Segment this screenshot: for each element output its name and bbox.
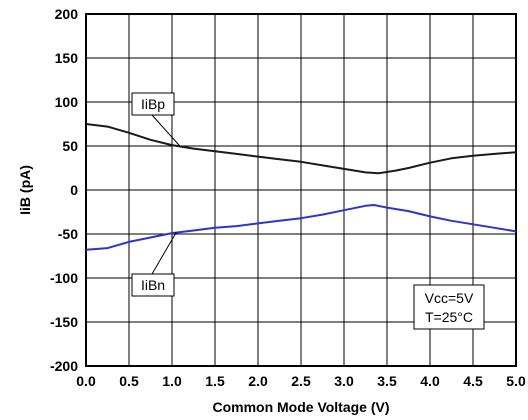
y-tick-label: 50 xyxy=(62,138,78,154)
y-tick-label: 200 xyxy=(55,6,79,22)
series-line-iibn xyxy=(85,204,517,251)
y-tick-label: -200 xyxy=(50,358,78,374)
x-tick-label: 4.5 xyxy=(463,373,483,389)
series-line-iibp xyxy=(85,123,517,175)
x-tick-label: 3.5 xyxy=(377,373,397,389)
y-axis-title: IiB (pA) xyxy=(17,165,33,215)
x-tick-label: 4.0 xyxy=(420,373,440,389)
y-tick-label: -100 xyxy=(50,270,78,286)
x-tick-label: 0.0 xyxy=(76,373,96,389)
iibn-callout-leader xyxy=(151,231,177,275)
y-tick-label: 0 xyxy=(70,182,78,198)
y-tick-label: -150 xyxy=(50,314,78,330)
x-tick-label: 1.5 xyxy=(205,373,225,389)
conditions-box xyxy=(413,284,485,330)
y-tick-label: 150 xyxy=(55,50,79,66)
x-tick-label: 2.5 xyxy=(291,373,311,389)
iibn-callout-label: IiBn xyxy=(141,277,165,293)
x-tick-label: 1.0 xyxy=(162,373,182,389)
plot-frame xyxy=(85,13,517,367)
x-axis-title: Common Mode Voltage (V) xyxy=(212,399,389,415)
y-tick-label: -50 xyxy=(58,226,78,242)
iibn-callout-box xyxy=(131,273,175,297)
x-tick-label: 2.0 xyxy=(248,373,268,389)
iibp-callout-box xyxy=(131,92,175,116)
iibp-callout-leader xyxy=(151,114,181,148)
conditions-vcc: Vcc=5V xyxy=(425,290,474,306)
annotation-layer: IiBp IiBn Vcc=5V T=25°C xyxy=(131,92,485,330)
iibp-callout-label: IiBp xyxy=(141,96,165,112)
y-tick-labels: 200 150 100 50 0 -50 -100 -150 -200 xyxy=(50,6,78,374)
x-tick-label: 0.5 xyxy=(119,373,139,389)
x-tick-label: 3.0 xyxy=(334,373,354,389)
conditions-temp: T=25°C xyxy=(425,309,473,325)
series-layer xyxy=(85,123,517,251)
y-tick-label: 100 xyxy=(55,94,79,110)
x-tick-labels: 0.0 0.5 1.0 1.5 2.0 2.5 3.0 3.5 4.0 4.5 5.0 xyxy=(76,373,526,389)
x-tick-label: 5.0 xyxy=(506,373,526,389)
